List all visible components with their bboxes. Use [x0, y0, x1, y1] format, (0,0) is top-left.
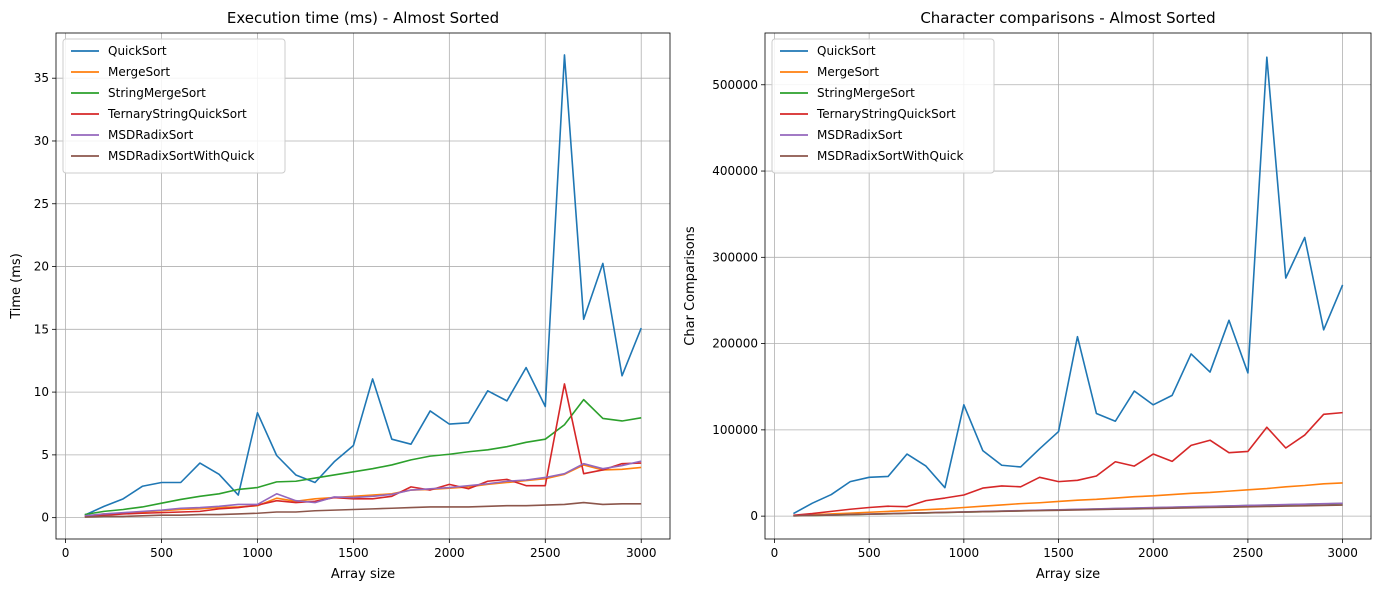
y-tick-label: 300000 — [712, 250, 758, 264]
series-line-stringmergesort — [84, 398, 642, 516]
chart-title: Character comparisons - Almost Sorted — [920, 9, 1215, 27]
x-tick-label: 0 — [771, 546, 779, 560]
legend: QuickSort MergeSort StringMergeSort Ternary… — [771, 38, 995, 174]
x-tick-label: 1500 — [338, 546, 369, 560]
x-tick-label: 500 — [858, 546, 881, 560]
y-tick-label: 25 — [34, 197, 49, 211]
y-axis-ticks: 0 5 10 15 20 25 30 35 — [34, 71, 56, 525]
x-axis-ticks: 0 500 1000 1500 2000 2500 3000 — [771, 539, 1358, 560]
legend: QuickSort MergeSort StringMergeSort Ternary… — [62, 38, 286, 174]
y-tick-label: 10 — [34, 385, 49, 399]
x-tick-label: 0 — [62, 546, 70, 560]
series-lines — [793, 56, 1344, 517]
x-tick-label: 2000 — [434, 546, 465, 560]
y-tick-label: 0 — [750, 509, 758, 523]
x-tick-label: 1000 — [949, 546, 980, 560]
series-lines — [84, 54, 642, 518]
legend-label: QuickSort — [817, 44, 876, 58]
series-line-quicksort — [793, 56, 1344, 515]
series-line-mergesort — [84, 464, 642, 518]
series-line-ternarystringquicksort — [793, 411, 1343, 517]
legend-label: MSDRadixSortWithQuick — [108, 149, 255, 163]
x-tick-label: 3000 — [1327, 546, 1358, 560]
y-axis-ticks: 0 100000 200000 300000 400000 500000 — [712, 78, 765, 523]
x-tick-label: 1000 — [242, 546, 273, 560]
y-tick-label: 5 — [41, 448, 49, 462]
legend-box — [771, 38, 995, 174]
x-axis-ticks: 0 500 1000 1500 2000 2500 3000 — [62, 539, 657, 560]
y-axis-label: Time (ms) — [9, 253, 24, 320]
y-tick-label: 35 — [34, 71, 49, 85]
y-tick-label: 0 — [41, 511, 49, 525]
execution-time-chart: 0 500 1000 1500 2000 2500 3000 0 5 10 15 20 25 30 35 Ex… — [9, 9, 671, 582]
x-axis-label: Array size — [1036, 567, 1100, 582]
x-tick-label: 1500 — [1043, 546, 1074, 560]
x-tick-label: 2500 — [530, 546, 561, 560]
series-line-msdradixsortwithquick — [84, 501, 642, 518]
legend-box — [62, 38, 286, 174]
legend-label: MSDRadixSort — [108, 128, 194, 142]
series-line-msdradixsort — [84, 460, 642, 517]
series-line-mergesort — [793, 482, 1343, 517]
series-line-msdradixsortwithquick — [793, 504, 1343, 517]
legend-label: QuickSort — [108, 44, 167, 58]
plot-frame — [764, 32, 1372, 540]
legend-label: MergeSort — [817, 65, 879, 79]
x-tick-label: 2000 — [1138, 546, 1169, 560]
y-tick-label: 100000 — [712, 423, 758, 437]
y-tick-label: 30 — [34, 134, 49, 148]
legend-label: StringMergeSort — [108, 86, 206, 100]
x-axis-label: Array size — [331, 567, 395, 582]
char-comparisons-chart: 0 500 1000 1500 2000 2500 3000 0 100000 200000 300… — [683, 9, 1372, 582]
y-tick-label: 200000 — [712, 337, 758, 351]
series-line-ternarystringquicksort — [84, 383, 642, 518]
legend-label: TernaryStringQuickSort — [107, 107, 247, 121]
legend-label: MSDRadixSort — [817, 128, 903, 142]
legend-label: TernaryStringQuickSort — [816, 107, 956, 121]
grid-lines — [56, 33, 670, 539]
y-axis-label: Char Comparisons — [683, 226, 698, 346]
legend-label: MSDRadixSortWithQuick — [817, 149, 964, 163]
legend-label: StringMergeSort — [817, 86, 915, 100]
series-line-quicksort — [84, 54, 642, 516]
y-tick-label: 20 — [34, 260, 49, 274]
legend-label: MergeSort — [108, 65, 170, 79]
chart-title: Execution time (ms) - Almost Sorted — [227, 9, 499, 27]
x-tick-label: 500 — [150, 546, 173, 560]
y-tick-label: 500000 — [712, 78, 758, 92]
plot-frame — [55, 32, 671, 540]
y-tick-label: 15 — [34, 322, 49, 336]
x-tick-label: 2500 — [1233, 546, 1264, 560]
x-tick-label: 3000 — [626, 546, 657, 560]
y-tick-label: 400000 — [712, 164, 758, 178]
